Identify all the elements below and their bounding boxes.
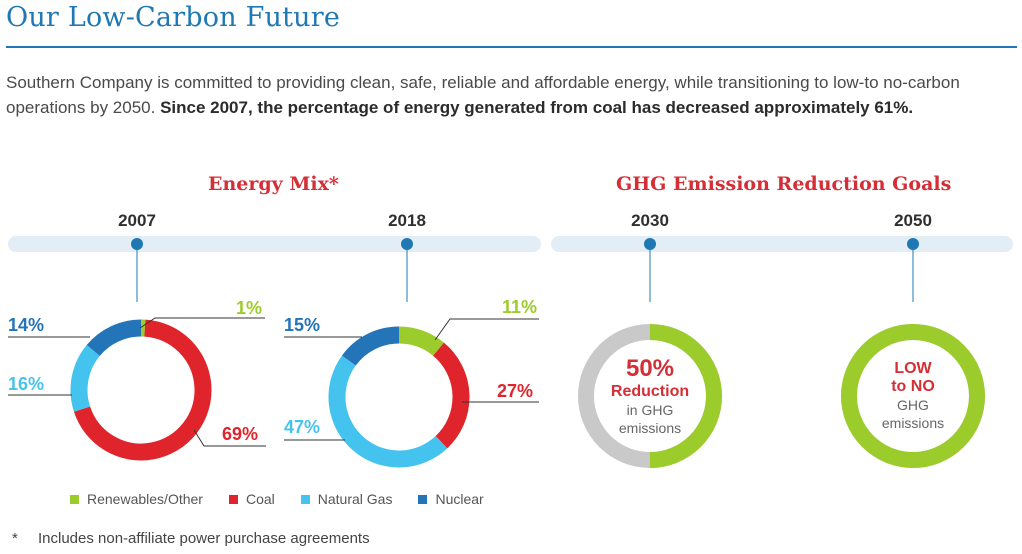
footnote: * Includes non-affiliate power purchase a… (12, 530, 370, 547)
footnote-star: * (12, 530, 18, 547)
timeline-stem-2007 (136, 250, 138, 302)
donut-2007-label-natural-gas: 16% (8, 374, 44, 394)
page-title: Our Low-Carbon Future (6, 2, 341, 33)
legend-item-coal: Coal (228, 491, 275, 507)
intro-text: Southern Company is committed to providi… (6, 73, 960, 117)
donut-2018-label-coal: 27% (497, 381, 533, 401)
donut-2018-slice-coal (432, 342, 470, 449)
timeline-dot-2050 (907, 238, 919, 250)
timeline-stem-2030 (649, 250, 651, 302)
legend-swatch-natural-gas (300, 494, 310, 504)
legend-swatch-nuclear (418, 494, 428, 504)
donut-2018-slice-nuclear (341, 326, 400, 366)
goal-2030-line2: Reduction (610, 383, 690, 400)
donut-2007-leader-renewables (139, 317, 265, 329)
legend-label-nuclear: Nuclear (435, 491, 484, 507)
intro-paragraph: Southern Company is committed to providi… (6, 70, 986, 120)
year-label-2018: 2018 (388, 211, 426, 230)
goal-2050-text: LOW to NO GHG emissions (882, 360, 944, 432)
timeline-dot-2030 (644, 238, 656, 250)
donut-2018-label-renewables: 11% (502, 297, 537, 317)
chart-legend: Renewables/Other Coal Natural Gas Nuclea… (70, 491, 484, 507)
donut-2007-leader-coal (193, 429, 266, 447)
donut-2018-label-natural-gas: 47% (284, 417, 320, 437)
goal-2030-line4: emissions (618, 420, 682, 436)
donut-2018-leader-renewables (434, 318, 539, 341)
title-divider (6, 46, 1017, 48)
donut-2007-slice-natural-gas (70, 345, 101, 412)
donut-2018-slice-renewables (398, 326, 444, 357)
legend-swatch-coal (228, 494, 238, 504)
legend-label-coal: Coal (245, 491, 275, 507)
legend-label-natural-gas: Natural Gas (317, 491, 393, 507)
goal-2050-line2: to NO (891, 378, 935, 395)
timeline-stem-2018 (406, 250, 408, 302)
year-label-2030: 2030 (631, 211, 669, 230)
goal-2030-big: 50% (625, 355, 675, 382)
goal-2050-line3: GHG (897, 397, 929, 413)
donut-2018-slice-natural-gas (328, 355, 448, 468)
timeline-dot-2007 (131, 238, 143, 250)
legend-item-nuclear: Nuclear (418, 491, 484, 507)
timeline-dot-2018 (401, 238, 413, 250)
footnote-text: Includes non-affiliate power purchase ag… (38, 530, 370, 547)
donut-2018-label-nuclear: 15% (284, 315, 320, 335)
donut-2007-label-coal: 69% (222, 424, 258, 444)
legend-item-renewables: Renewables/Other (70, 491, 203, 507)
year-label-2007: 2007 (118, 211, 156, 230)
legend-item-natural-gas: Natural Gas (300, 491, 393, 507)
donut-2007-label-renewables: 1% (236, 298, 262, 318)
goal-2050-big: LOW (894, 360, 932, 377)
goal-2030-ring-progress (649, 324, 722, 468)
energy-mix-title: Energy Mix* (208, 173, 339, 195)
timeline-ghg-goals (551, 236, 1013, 252)
goal-2030-line3: in GHG (626, 402, 674, 418)
goal-2050-ring-progress (841, 324, 985, 468)
timeline-stem-2050 (912, 250, 914, 302)
legend-swatch-renewables (70, 494, 79, 504)
goal-2050-line4: emissions (881, 415, 945, 431)
donut-2007-slice-nuclear (86, 319, 142, 357)
year-label-2050: 2050 (894, 211, 932, 230)
ghg-goals-title: GHG Emission Reduction Goals (616, 173, 952, 195)
goal-2030-text: 50% Reduction in GHG emissions (611, 355, 689, 437)
donut-2007-label-nuclear: 14% (8, 315, 44, 335)
intro-highlight: Since 2007, the percentage of energy gen… (160, 98, 914, 117)
donut-2007-slice-coal (73, 319, 212, 461)
legend-label-renewables: Renewables/Other (87, 491, 203, 507)
